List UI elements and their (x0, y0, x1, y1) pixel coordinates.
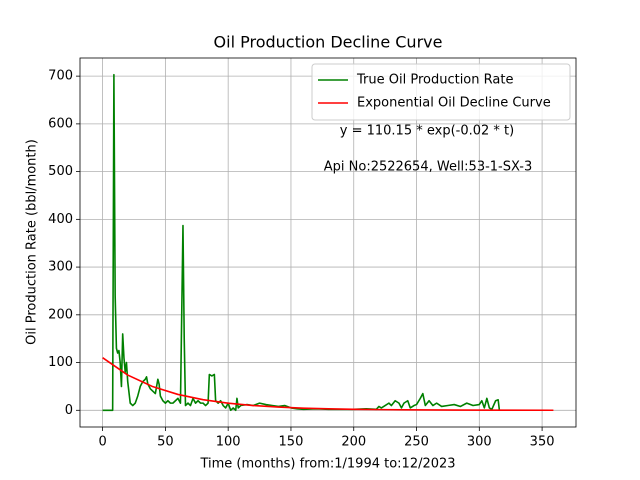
x-tick-label: 300 (467, 435, 492, 450)
legend: True Oil Production Rate Exponential Oil … (311, 63, 571, 121)
y-tick-label: 100 (48, 355, 73, 370)
x-tick-label: 200 (341, 435, 366, 450)
y-tick-label: 300 (48, 260, 73, 275)
x-tick-label: 150 (279, 435, 304, 450)
x-tick-label: 350 (530, 435, 555, 450)
plot-area: 0 50 100 150 200 250 300 350 0 100 200 300 400 500 600… (48, 57, 577, 450)
x-tick-label: 100 (216, 435, 241, 450)
plot-frame (79, 57, 577, 428)
y-tick-label: 0 (65, 403, 73, 418)
y-axis-label: Oil Production Rate (bbl/month) (25, 139, 40, 345)
legend-label: Exponential Oil Decline Curve (357, 96, 551, 111)
y-tick-label: 700 (48, 69, 73, 84)
x-tick-label: 0 (98, 435, 106, 450)
y-tick-label: 200 (48, 307, 73, 322)
x-axis-label: Time (months) from:1/1994 to:12/2023 (199, 457, 455, 472)
x-tick-label: 50 (157, 435, 174, 450)
y-tick-label: 600 (48, 116, 73, 131)
y-tick-label: 400 (48, 212, 73, 227)
data-line (102, 357, 554, 412)
legend-label: True Oil Production Rate (356, 73, 513, 88)
x-tick-label: 250 (404, 435, 429, 450)
chart-title: Oil Production Decline Curve (214, 33, 443, 52)
annotation: Api No:2522654, Well:53-1-SX-3 (324, 160, 532, 175)
legend-box (311, 63, 571, 121)
y-tick-label: 500 (48, 164, 73, 179)
annotation: y = 110.15 * exp(-0.02 * t) (340, 124, 514, 139)
